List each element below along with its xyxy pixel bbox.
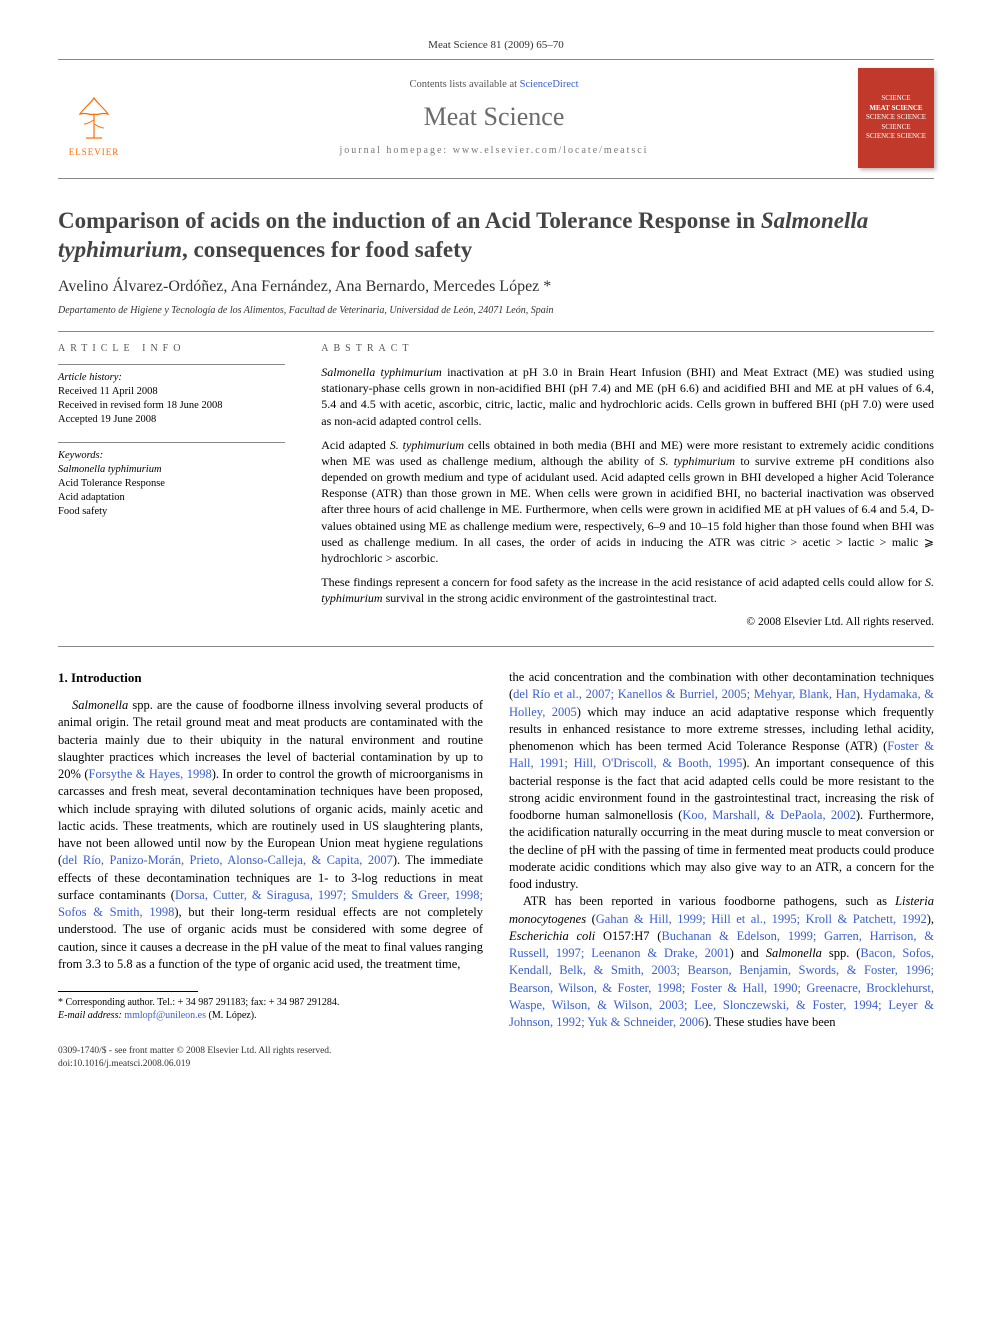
body-text: ) and [730, 946, 766, 960]
cover-text: SCIENCE [881, 123, 910, 132]
citation-link[interactable]: Forsythe & Hayes, 1998 [89, 767, 212, 781]
body-paragraph: ATR has been reported in various foodbor… [509, 893, 934, 1031]
body-right-column: the acid concentration and the combinati… [509, 669, 934, 1031]
email-label: E-mail address: [58, 1010, 124, 1021]
front-matter-line: 0309-1740/$ - see front matter © 2008 El… [58, 1045, 934, 1058]
abstract-paragraph: Salmonella typhimurium inactivation at p… [321, 364, 934, 429]
journal-header: ELSEVIER Contents lists available at Sci… [58, 59, 934, 179]
cover-text: SCIENCE SCIENCE [866, 132, 926, 141]
keyword: Acid adaptation [58, 491, 285, 505]
abstract-paragraph: These findings represent a concern for f… [321, 574, 934, 606]
sciencedirect-link[interactable]: ScienceDirect [520, 79, 579, 90]
species-name: S. typhimurium [659, 454, 735, 468]
corresponding-author-footnote: * Corresponding author. Tel.: + 34 987 2… [58, 996, 483, 1022]
species-name: S. typhimurium [390, 438, 464, 452]
elsevier-logo: ELSEVIER [58, 78, 130, 158]
body-text: O157:H7 ( [595, 929, 661, 943]
abstract-text: These findings represent a concern for f… [321, 575, 925, 589]
journal-name: Meat Science [144, 99, 844, 134]
body-paragraph: Salmonella spp. are the cause of foodbor… [58, 697, 483, 973]
body-text: spp. ( [822, 946, 860, 960]
received-date: Received 11 April 2008 [58, 385, 285, 399]
email-link[interactable]: mmlopf@unileon.es [124, 1010, 206, 1021]
section-heading-introduction: 1. Introduction [58, 669, 483, 687]
abstract-text: to survive extreme pH conditions also de… [321, 454, 934, 565]
abstract-column: ABSTRACT Salmonella typhimurium inactiva… [303, 332, 934, 646]
keyword: Salmonella typhimurium [58, 463, 285, 477]
body-text: ), [927, 912, 934, 926]
abstract-text: survival in the strong acidic environmen… [383, 591, 717, 605]
title-text: Comparison of acids on the induction of … [58, 208, 761, 233]
body-text: ATR has been reported in various foodbor… [523, 894, 895, 908]
abstract-copyright: © 2008 Elsevier Ltd. All rights reserved… [321, 615, 934, 631]
cover-text: MEAT SCIENCE [869, 104, 922, 113]
cover-text: SCIENCE [881, 94, 910, 103]
contents-prefix: Contents lists available at [409, 79, 519, 90]
body-left-column: 1. Introduction Salmonella spp. are the … [58, 669, 483, 1031]
species-name: Salmonella [766, 946, 822, 960]
footnote-separator [58, 991, 198, 992]
journal-homepage: journal homepage: www.elsevier.com/locat… [144, 144, 844, 158]
publisher-label: ELSEVIER [69, 146, 120, 158]
article-info-label: ARTICLE INFO [58, 342, 285, 356]
elsevier-tree-icon [70, 94, 118, 146]
accepted-date: Accepted 19 June 2008 [58, 413, 285, 427]
history-label: Article history: [58, 371, 285, 385]
article-title: Comparison of acids on the induction of … [58, 207, 934, 265]
journal-cover-thumbnail: SCIENCE MEAT SCIENCE SCIENCE SCIENCE SCI… [858, 68, 934, 168]
article-info-column: ARTICLE INFO Article history: Received 1… [58, 332, 303, 646]
citation-link[interactable]: Gahan & Hill, 1999; Hill et al., 1995; K… [596, 912, 927, 926]
body-text: ( [586, 912, 596, 926]
citation-link[interactable]: Koo, Marshall, & DePaola, 2002 [682, 808, 855, 822]
keywords-label: Keywords: [58, 449, 285, 463]
abstract-paragraph: Acid adapted S. typhimurium cells obtain… [321, 437, 934, 567]
footnote-text: * Corresponding author. Tel.: + 34 987 2… [58, 996, 483, 1009]
body-paragraph: the acid concentration and the combinati… [509, 669, 934, 893]
revised-date: Received in revised form 18 June 2008 [58, 399, 285, 413]
affiliation: Departamento de Higiene y Tecnología de … [58, 304, 934, 318]
journal-reference: Meat Science 81 (2009) 65–70 [58, 38, 934, 53]
cover-text: SCIENCE SCIENCE [866, 113, 926, 122]
contents-line: Contents lists available at ScienceDirec… [144, 78, 844, 92]
footnote-text: (M. López). [206, 1010, 257, 1021]
doi-line: doi:10.1016/j.meatsci.2008.06.019 [58, 1058, 934, 1071]
body-text: ). These studies have been [704, 1015, 835, 1029]
keyword: Acid Tolerance Response [58, 477, 285, 491]
keyword: Food safety [58, 505, 285, 519]
species-name: Escherichia coli [509, 929, 595, 943]
species-name: Salmonella typhimurium [321, 365, 442, 379]
citation-link[interactable]: del Río, Panizo-Morán, Prieto, Alonso-Ca… [62, 853, 393, 867]
abstract-text: Acid adapted [321, 438, 389, 452]
authors: Avelino Álvarez-Ordóñez, Ana Fernández, … [58, 276, 934, 298]
abstract-label: ABSTRACT [321, 342, 934, 356]
title-text: , consequences for food safety [182, 237, 472, 262]
species-name: Salmonella [72, 698, 128, 712]
